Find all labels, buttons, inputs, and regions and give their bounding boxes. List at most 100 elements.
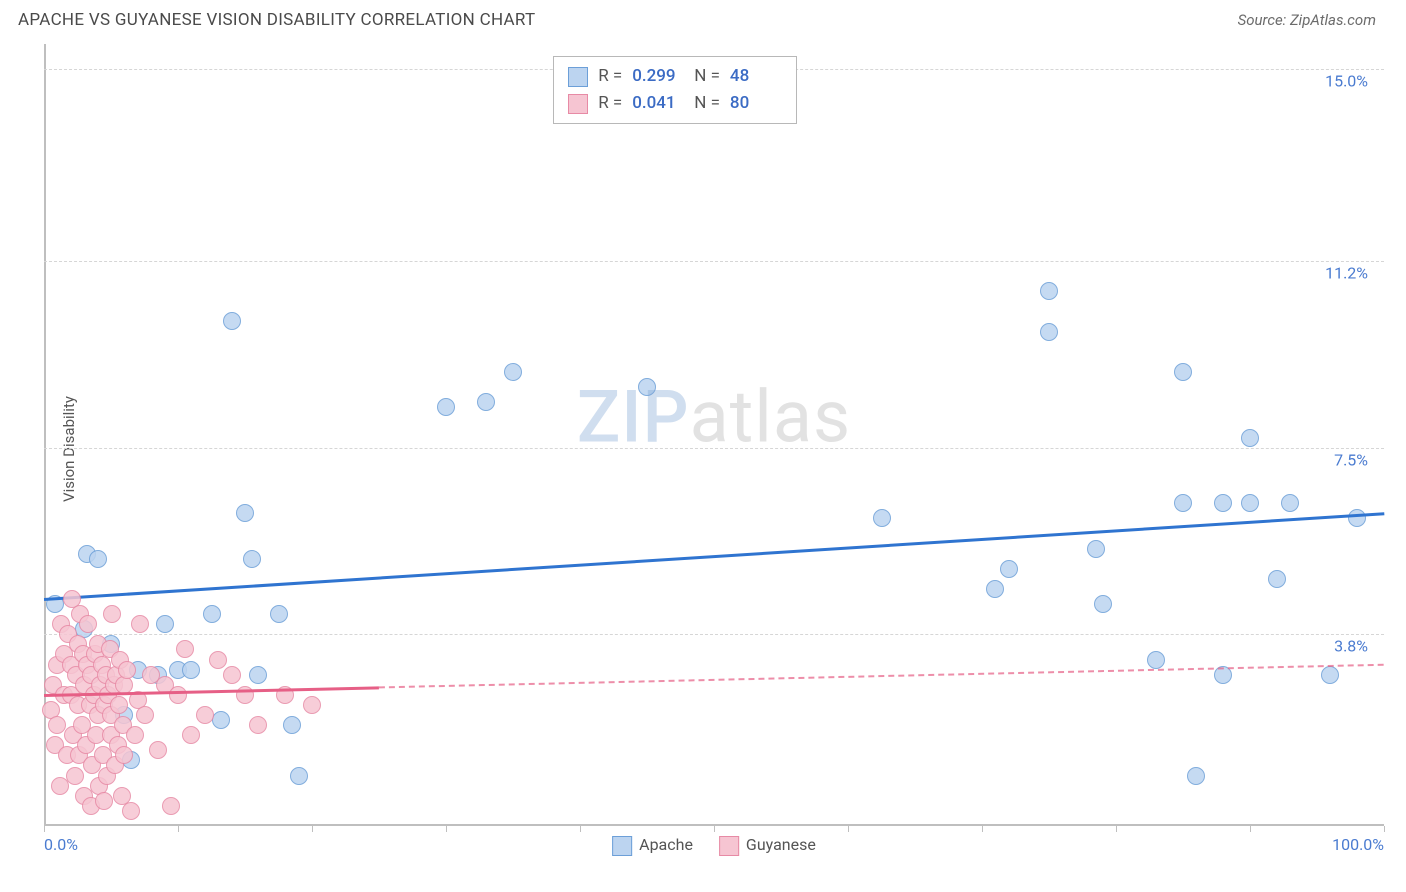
data-point-blue <box>638 378 656 396</box>
data-point-pink <box>122 802 140 820</box>
data-point-blue <box>1000 560 1018 578</box>
grid-line <box>44 261 1384 262</box>
data-point-blue <box>1187 767 1205 785</box>
x-tick <box>1116 826 1117 832</box>
data-point-blue <box>1174 363 1192 381</box>
data-point-pink <box>115 746 133 764</box>
stats-box: R = 0.299 N = 48 R = 0.041 N = 80 <box>553 56 797 124</box>
stats-row: R = 0.299 N = 48 <box>568 63 782 90</box>
x-tick-label: 0.0% <box>44 835 78 854</box>
data-point-pink <box>149 741 167 759</box>
data-point-blue <box>236 504 254 522</box>
y-tick-label: 15.0% <box>1325 72 1368 91</box>
x-tick <box>580 826 581 832</box>
x-tick <box>312 826 313 832</box>
data-point-blue <box>223 312 241 330</box>
stats-label: N = <box>694 90 720 117</box>
data-point-blue <box>1241 494 1259 512</box>
stats-r-value: 0.041 <box>632 90 684 117</box>
stats-r-value: 0.299 <box>632 63 684 90</box>
x-tick <box>178 826 179 832</box>
data-point-pink <box>162 797 180 815</box>
legend-item: Guyanese <box>719 835 816 856</box>
data-point-blue <box>283 716 301 734</box>
stats-label: N = <box>694 63 720 90</box>
data-point-pink <box>182 726 200 744</box>
data-point-pink <box>126 726 144 744</box>
data-point-pink <box>209 651 227 669</box>
data-point-pink <box>110 696 128 714</box>
legend: Apache Guyanese <box>612 835 816 856</box>
data-point-pink <box>79 615 97 633</box>
data-point-blue <box>249 666 267 684</box>
data-point-blue <box>243 550 261 568</box>
grid-line <box>44 634 1384 635</box>
data-point-blue <box>1087 540 1105 558</box>
y-tick-label: 3.8% <box>1334 637 1368 656</box>
legend-swatch <box>612 836 632 856</box>
data-point-blue <box>504 363 522 381</box>
data-point-pink <box>136 706 154 724</box>
data-point-blue <box>203 605 221 623</box>
x-tick <box>446 826 447 832</box>
x-tick <box>1384 826 1385 832</box>
source-label: Source: ZipAtlas.com <box>1238 11 1376 29</box>
data-point-blue <box>1241 429 1259 447</box>
stats-n-value: 48 <box>730 63 782 90</box>
data-point-pink <box>169 686 187 704</box>
data-point-blue <box>1214 494 1232 512</box>
stats-label: R = <box>598 90 622 117</box>
x-axis-line <box>44 824 1384 826</box>
data-point-blue <box>1040 323 1058 341</box>
stats-n-value: 80 <box>730 90 782 117</box>
data-point-blue <box>1348 509 1366 527</box>
data-point-pink <box>176 640 194 658</box>
data-point-blue <box>290 767 308 785</box>
x-tick-label: 100.0% <box>1332 835 1384 854</box>
stats-label: R = <box>598 63 622 90</box>
data-point-blue <box>873 509 891 527</box>
data-point-blue <box>156 615 174 633</box>
trend-line-pink <box>44 665 1384 695</box>
x-tick <box>44 826 45 832</box>
y-tick-label: 7.5% <box>1334 450 1368 469</box>
y-tick-label: 11.2% <box>1325 263 1368 282</box>
data-point-blue <box>1268 570 1286 588</box>
chart-title: APACHE VS GUYANESE VISION DISABILITY COR… <box>18 10 535 30</box>
data-point-blue <box>477 393 495 411</box>
data-point-blue <box>182 661 200 679</box>
data-point-blue <box>89 550 107 568</box>
stats-row: R = 0.041 N = 80 <box>568 90 782 117</box>
data-point-blue <box>1147 651 1165 669</box>
legend-item: Apache <box>612 835 693 856</box>
x-tick <box>848 826 849 832</box>
data-point-blue <box>212 711 230 729</box>
legend-swatch <box>568 94 588 114</box>
data-point-pink <box>223 666 241 684</box>
x-tick <box>982 826 983 832</box>
data-point-pink <box>103 605 121 623</box>
legend-label: Guyanese <box>746 835 816 854</box>
data-point-pink <box>95 792 113 810</box>
data-point-pink <box>196 706 214 724</box>
data-point-pink <box>131 615 149 633</box>
data-point-blue <box>270 605 288 623</box>
data-point-blue <box>1281 494 1299 512</box>
data-point-pink <box>303 696 321 714</box>
data-point-blue <box>1094 595 1112 613</box>
legend-swatch <box>568 67 588 87</box>
data-point-pink <box>66 767 84 785</box>
plot-area: Vision Disability 3.8%7.5%11.2%15.0%0.0%… <box>44 44 1384 854</box>
data-point-pink <box>249 716 267 734</box>
legend-label: Apache <box>639 835 693 854</box>
data-point-blue <box>986 580 1004 598</box>
data-point-pink <box>48 716 66 734</box>
data-point-blue <box>1321 666 1339 684</box>
data-point-pink <box>118 661 136 679</box>
legend-swatch <box>719 836 739 856</box>
x-tick <box>1250 826 1251 832</box>
grid-line <box>44 448 1384 449</box>
data-point-blue <box>437 398 455 416</box>
x-tick <box>714 826 715 832</box>
data-point-blue <box>1174 494 1192 512</box>
